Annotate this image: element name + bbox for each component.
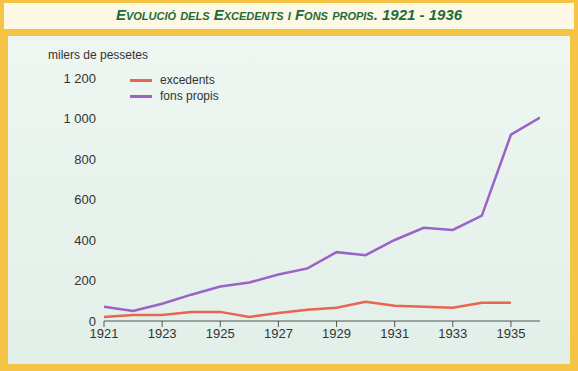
html-text:milers de pessetes: milers de pessetes	[48, 48, 148, 62]
svg-text:1933: 1933	[438, 326, 467, 341]
svg-text:400: 400	[74, 233, 96, 248]
svg-text:1927: 1927	[264, 326, 293, 341]
html-text:fons propis: fons propis	[160, 89, 219, 103]
svg-text:1925: 1925	[206, 326, 235, 341]
svg-text:1935: 1935	[496, 326, 525, 341]
svg-text:1931: 1931	[380, 326, 409, 341]
html-text:excedents: excedents	[160, 73, 215, 87]
svg-text:600: 600	[74, 192, 96, 207]
svg-text:1921: 1921	[89, 326, 119, 342]
svg-text:800: 800	[74, 152, 96, 167]
svg-text:1 000: 1 000	[63, 111, 96, 126]
svg-text:1 200: 1 200	[63, 71, 96, 86]
html-text:Evolució dels Excedents i Fons: Evolució dels Excedents i Fons propis. 1…	[115, 6, 463, 23]
svg-text:1929: 1929	[322, 326, 351, 341]
svg-text:200: 200	[74, 273, 96, 288]
svg-text:1923: 1923	[148, 326, 177, 341]
svg-text:0: 0	[89, 314, 96, 329]
